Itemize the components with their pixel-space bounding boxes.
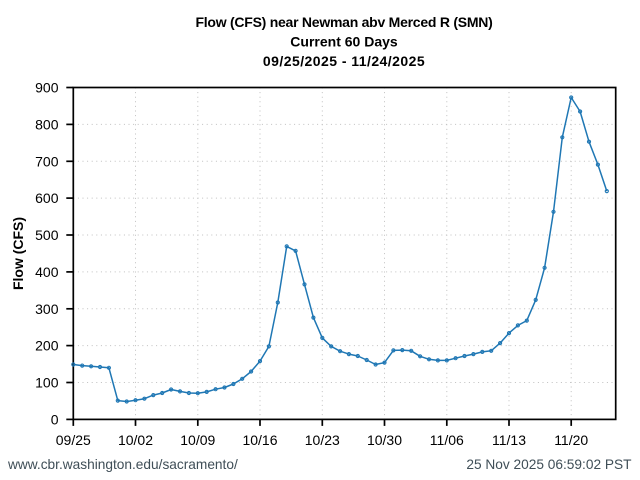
svg-text:11/06: 11/06 xyxy=(430,432,464,448)
svg-text:600: 600 xyxy=(35,190,59,206)
svg-text:25 Nov 2025 06:59:02 PST: 25 Nov 2025 06:59:02 PST xyxy=(466,457,632,472)
svg-text:800: 800 xyxy=(35,116,59,132)
svg-text:700: 700 xyxy=(35,153,59,169)
svg-text:100: 100 xyxy=(35,375,59,391)
svg-text:10/02: 10/02 xyxy=(118,432,153,448)
svg-text:11/13: 11/13 xyxy=(492,432,526,448)
svg-text:www.cbr.washington.edu/sacrame: www.cbr.washington.edu/sacramento/ xyxy=(7,457,238,472)
svg-text:Flow (CFS): Flow (CFS) xyxy=(10,217,26,290)
svg-text:Flow (CFS) near Newman abv Mer: Flow (CFS) near Newman abv Merced R (SMN… xyxy=(195,14,492,30)
svg-text:10/30: 10/30 xyxy=(367,432,402,448)
svg-text:200: 200 xyxy=(35,338,59,354)
svg-text:10/23: 10/23 xyxy=(305,432,340,448)
svg-text:10/16: 10/16 xyxy=(242,432,277,448)
svg-text:09/25: 09/25 xyxy=(56,432,91,448)
svg-text:Current 60 Days: Current 60 Days xyxy=(290,33,398,49)
svg-text:300: 300 xyxy=(35,301,59,317)
svg-text:500: 500 xyxy=(35,227,59,243)
svg-text:400: 400 xyxy=(35,264,59,280)
svg-text:11/20: 11/20 xyxy=(554,432,588,448)
svg-text:09/25/2025 - 11/24/2025: 09/25/2025 - 11/24/2025 xyxy=(263,53,425,69)
svg-text:900: 900 xyxy=(35,80,59,96)
svg-text:0: 0 xyxy=(51,411,59,427)
svg-text:10/09: 10/09 xyxy=(180,432,215,448)
